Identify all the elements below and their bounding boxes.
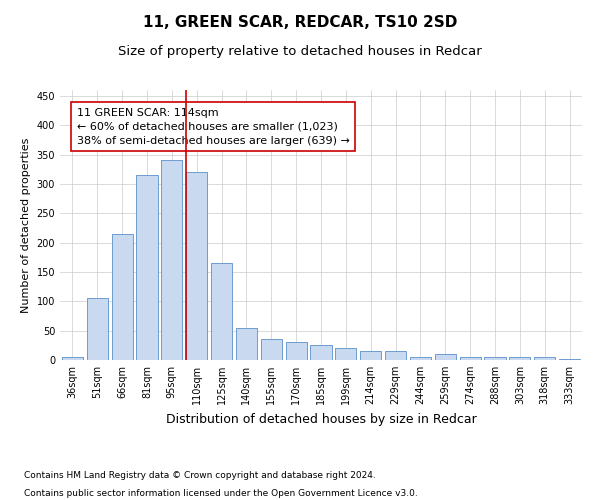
Bar: [186, 172, 207, 360]
Bar: [236, 328, 257, 360]
Text: Contains public sector information licensed under the Open Government Licence v3: Contains public sector information licen…: [24, 488, 418, 498]
Bar: [161, 160, 182, 360]
Bar: [509, 357, 530, 360]
Y-axis label: Number of detached properties: Number of detached properties: [21, 138, 31, 312]
Bar: [286, 342, 307, 360]
Bar: [559, 359, 580, 360]
Bar: [87, 298, 108, 360]
Bar: [484, 357, 506, 360]
Bar: [310, 346, 332, 360]
Bar: [136, 175, 158, 360]
Text: 11, GREEN SCAR, REDCAR, TS10 2SD: 11, GREEN SCAR, REDCAR, TS10 2SD: [143, 15, 457, 30]
Text: Contains HM Land Registry data © Crown copyright and database right 2024.: Contains HM Land Registry data © Crown c…: [24, 471, 376, 480]
X-axis label: Distribution of detached houses by size in Redcar: Distribution of detached houses by size …: [166, 412, 476, 426]
Bar: [62, 357, 83, 360]
Bar: [410, 357, 431, 360]
Bar: [112, 234, 133, 360]
Bar: [435, 354, 456, 360]
Bar: [335, 348, 356, 360]
Bar: [360, 351, 381, 360]
Bar: [460, 357, 481, 360]
Bar: [534, 357, 555, 360]
Bar: [211, 263, 232, 360]
Text: Size of property relative to detached houses in Redcar: Size of property relative to detached ho…: [118, 45, 482, 58]
Bar: [261, 340, 282, 360]
Bar: [385, 351, 406, 360]
Text: 11 GREEN SCAR: 114sqm
← 60% of detached houses are smaller (1,023)
38% of semi-d: 11 GREEN SCAR: 114sqm ← 60% of detached …: [77, 108, 350, 146]
